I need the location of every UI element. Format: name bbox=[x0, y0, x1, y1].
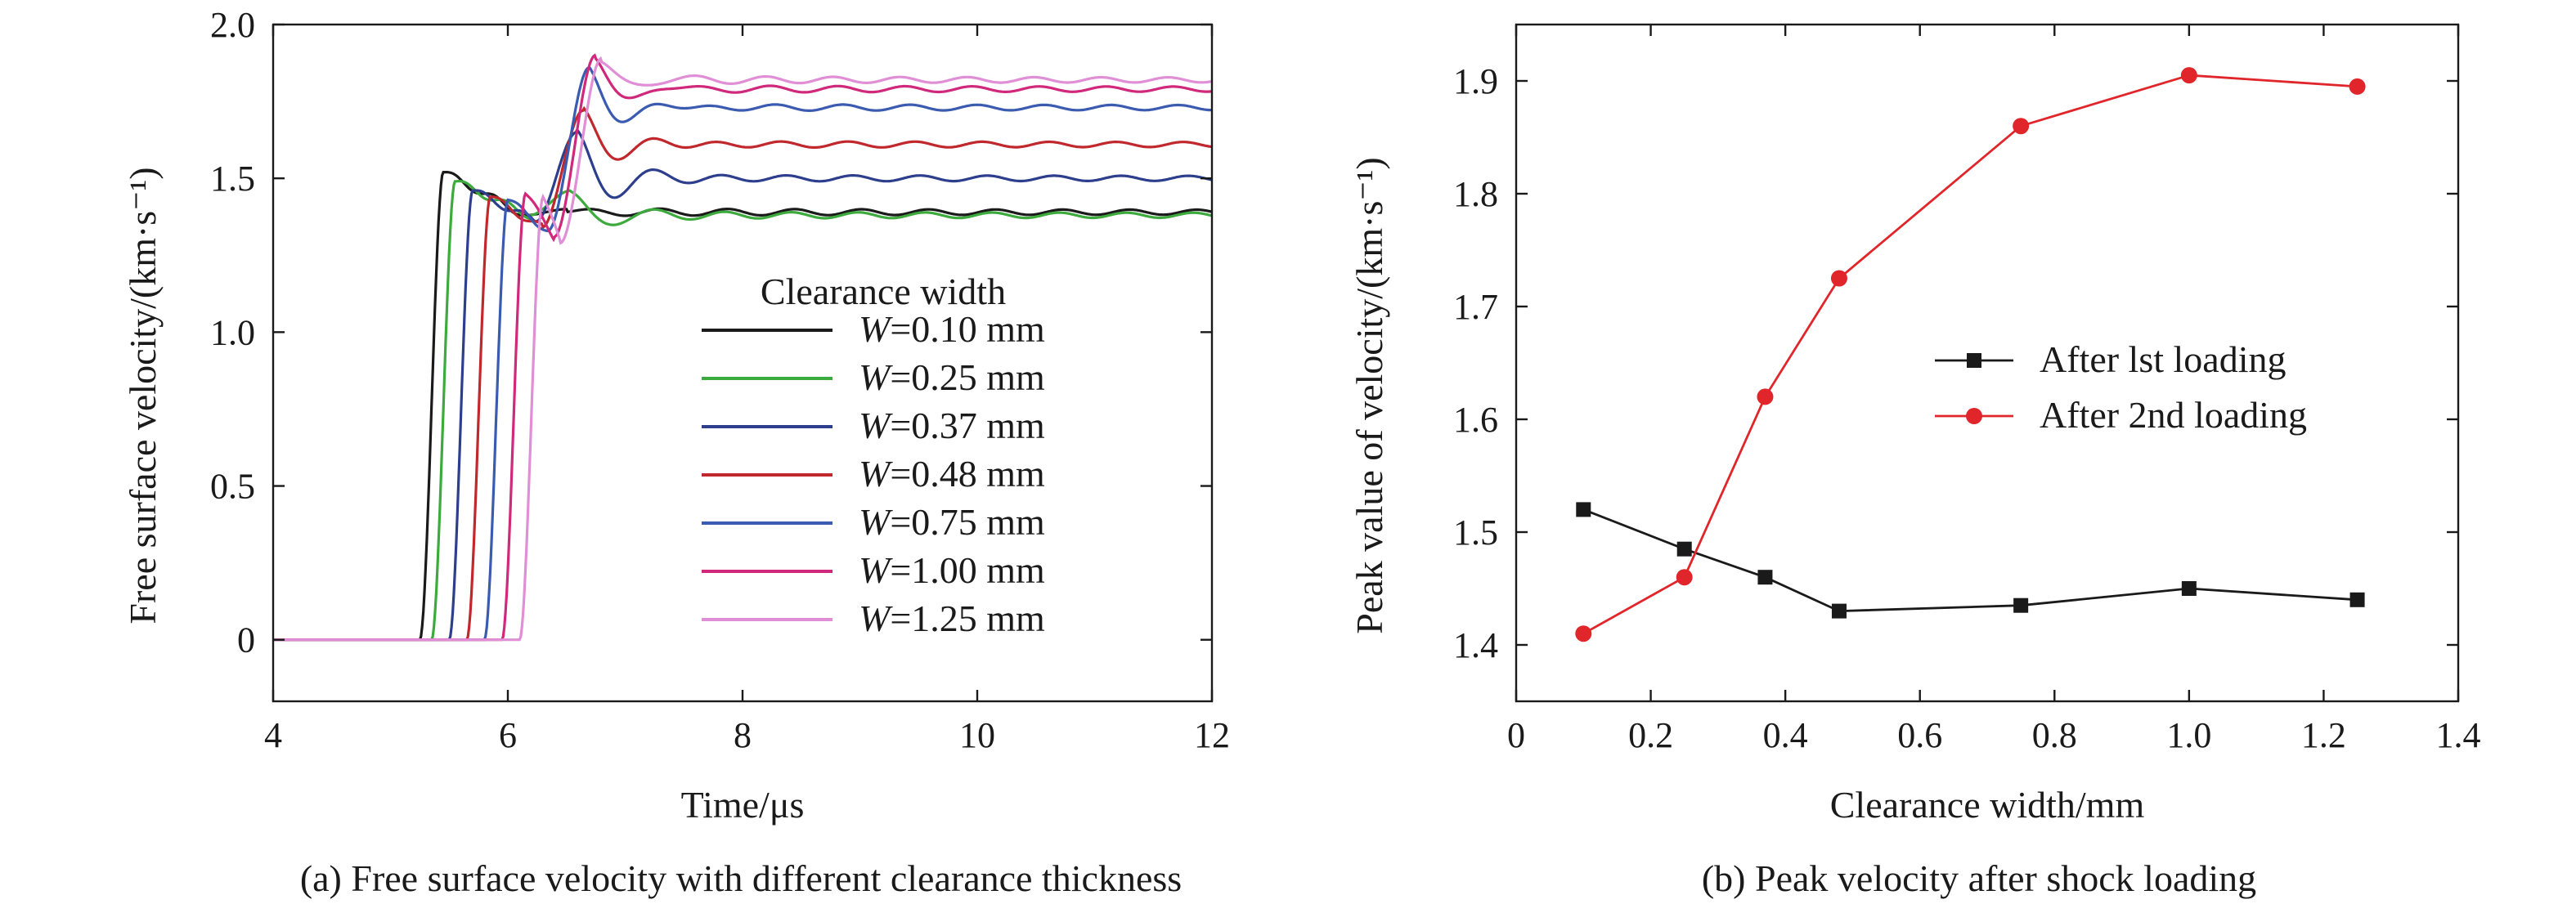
chart-b-axes: 0 0.2 0.4 0.6 0.8 1.0 1.2 1.4 1.4 1.5 1.6 1.7 1.8 1.9 bbox=[1453, 23, 2481, 755]
chart-a-legend-label: W=0.75 mm bbox=[859, 501, 1045, 543]
chart-b-legend-marker bbox=[1967, 353, 1981, 368]
chart-b-data-point bbox=[1575, 625, 1592, 642]
chart-a-x-tick-label: 12 bbox=[1194, 715, 1230, 755]
chart-b-y-tick-label: 1.7 bbox=[1453, 287, 1498, 327]
chart-a-legend-label: W=0.10 mm bbox=[859, 308, 1045, 350]
chart-a-series-line bbox=[273, 127, 1213, 642]
chart-a-series-line bbox=[273, 171, 1213, 642]
chart-a-y-axis-title: Free surface velocity/(km·s⁻¹) bbox=[122, 167, 164, 624]
chart-a-curves bbox=[273, 53, 1213, 642]
chart-a-legend-value: =0.37 mm bbox=[890, 405, 1045, 446]
chart-a-series-line bbox=[273, 105, 1213, 642]
chart-a-legend-title: Clearance width bbox=[761, 271, 1006, 312]
chart-a-legend-value: =0.10 mm bbox=[890, 308, 1045, 350]
chart-a-legend-variable: W bbox=[859, 597, 893, 639]
chart-b-data-point bbox=[1757, 388, 1774, 405]
chart-b-legend: After lst loading After 2nd loading bbox=[1935, 338, 2307, 436]
chart-a-legend-value: =0.48 mm bbox=[890, 453, 1045, 495]
chart-b-x-tick-label: 0.4 bbox=[1763, 715, 1808, 755]
chart-a-legend-variable: W bbox=[859, 308, 893, 350]
chart-b-data-point bbox=[1676, 541, 1692, 557]
chart-b-y-tick-label: 1.6 bbox=[1453, 400, 1498, 440]
chart-b-series-line bbox=[1582, 508, 2358, 613]
chart-a-caption: (a) Free surface velocity with different… bbox=[300, 857, 1182, 899]
chart-a-legend-variable: W bbox=[859, 405, 893, 446]
chart-a-y-tick-label: 2.0 bbox=[210, 5, 255, 45]
chart-b-x-tick-label: 1.0 bbox=[2166, 715, 2211, 755]
chart-a-legend-value: =0.25 mm bbox=[890, 356, 1045, 398]
chart-b-x-tick-label: 1.4 bbox=[2436, 715, 2481, 755]
chart-b-data-point bbox=[2349, 592, 2365, 607]
chart-b-plot-frame bbox=[1515, 23, 2460, 703]
chart-a-y-tick-label: 0.5 bbox=[210, 467, 255, 507]
chart-a-legend-variable: W bbox=[859, 453, 893, 495]
chart-b-x-tick-label: 0.8 bbox=[2032, 715, 2077, 755]
chart-b-x-tick-label: 0 bbox=[1507, 715, 1525, 755]
chart-b-data-point bbox=[2181, 581, 2197, 596]
chart-a-legend-variable: W bbox=[859, 356, 893, 398]
chart-b-data-point bbox=[2180, 67, 2197, 84]
chart-a-x-tick-label: 8 bbox=[734, 715, 752, 755]
chart-b-x-tick-label: 0.2 bbox=[1628, 715, 1673, 755]
chart-a-legend-label: W=1.25 mm bbox=[859, 597, 1045, 639]
chart-a-y-tick-label: 0 bbox=[237, 620, 255, 660]
chart-b-data-point bbox=[2013, 118, 2030, 135]
chart-b-data-point bbox=[1830, 270, 1847, 287]
chart-b-data-point bbox=[2349, 78, 2366, 95]
chart-a-series-line bbox=[273, 65, 1212, 642]
chart-a-axes: 4 6 8 10 12 0 0.5 1.0 1.5 2.0 bbox=[210, 5, 1230, 755]
chart-b-data-point bbox=[1576, 502, 1591, 517]
chart-a-y-tick-label: 1.0 bbox=[210, 312, 255, 352]
chart-b-data-point bbox=[1676, 569, 1693, 586]
chart-a-x-tick-label: 6 bbox=[499, 715, 517, 755]
chart-b-data-point bbox=[1757, 570, 1773, 585]
chart-a-x-tick-label: 10 bbox=[959, 715, 995, 755]
chart-b-y-tick-label: 1.9 bbox=[1453, 61, 1498, 101]
chart-a-legend-label: W=0.25 mm bbox=[859, 356, 1045, 398]
chart-a-legend-value: =1.25 mm bbox=[890, 597, 1045, 639]
chart-b-y-axis-title: Peak value of velocity/(km·s⁻¹) bbox=[1349, 157, 1390, 634]
chart-b-y-tick-label: 1.4 bbox=[1453, 625, 1498, 665]
chart-b-series bbox=[1575, 67, 2366, 642]
chart-a-series-line bbox=[273, 56, 1213, 642]
chart-b-x-tick-label: 0.6 bbox=[1897, 715, 1942, 755]
chart-a-y-tick-label: 1.5 bbox=[210, 159, 255, 199]
chart-b-legend-label: After lst loading bbox=[2040, 338, 2287, 380]
chart-b: 0 0.2 0.4 0.6 0.8 1.0 1.2 1.4 1.4 1.5 1.6 1.7 1.8 1.9… bbox=[1349, 23, 2481, 899]
chart-b-data-point bbox=[1831, 603, 1847, 619]
chart-a-plot-frame bbox=[272, 23, 1214, 703]
chart-b-legend-label: After 2nd loading bbox=[2040, 394, 2307, 436]
chart-a-series-line bbox=[273, 53, 1213, 642]
chart-a-x-tick-label: 4 bbox=[264, 715, 282, 755]
chart-b-y-tick-label: 1.8 bbox=[1453, 174, 1498, 214]
chart-a-legend-label: W=0.48 mm bbox=[859, 453, 1045, 495]
chart-b-y-tick-label: 1.5 bbox=[1453, 512, 1498, 553]
chart-b-caption: (b) Peak velocity after shock loading bbox=[1702, 857, 2256, 899]
chart-b-data-point bbox=[2013, 597, 2029, 613]
chart-a-legend-label: W=1.00 mm bbox=[859, 549, 1045, 591]
chart-a-x-axis-title: Time/μs bbox=[681, 784, 805, 826]
chart-a-legend-value: =1.00 mm bbox=[890, 549, 1045, 591]
chart-a-legend-label: W=0.37 mm bbox=[859, 405, 1045, 446]
chart-a-legend-variable: W bbox=[859, 549, 893, 591]
chart-a-legend-variable: W bbox=[859, 501, 893, 543]
chart-b-legend-marker bbox=[1966, 408, 1982, 424]
chart-b-x-axis-title: Clearance width/mm bbox=[1830, 784, 2145, 826]
chart-b-x-tick-label: 1.2 bbox=[2301, 715, 2346, 755]
chart-a-legend-value: =0.75 mm bbox=[890, 501, 1045, 543]
